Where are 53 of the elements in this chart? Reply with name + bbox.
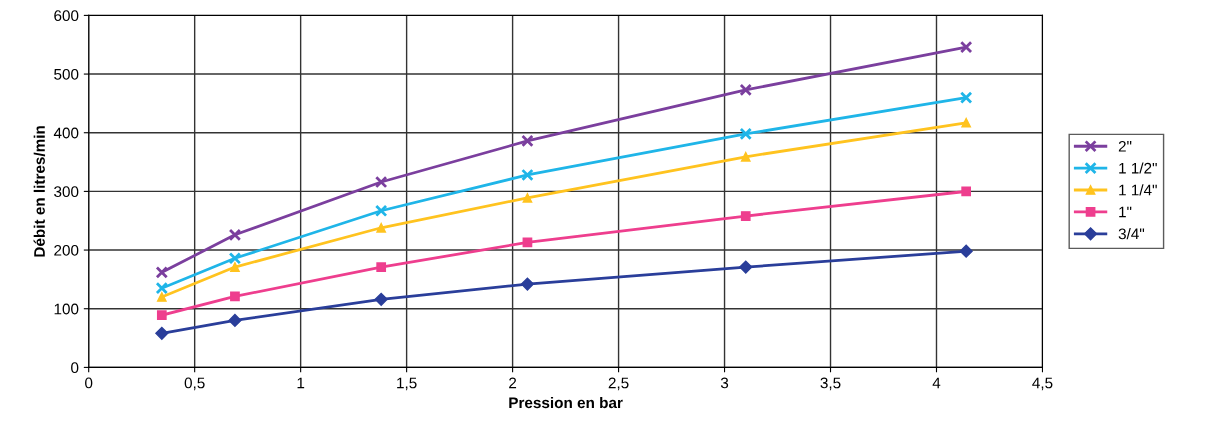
legend-label: 3/4" [1118, 228, 1145, 240]
y-tick-label: 600 [54, 10, 79, 22]
x-tick-label: 2,5 [608, 377, 629, 391]
point [961, 186, 972, 197]
y-tick-label: 400 [53, 127, 79, 139]
point [374, 175, 388, 189]
x-tick-label: 4,5 [1032, 377, 1053, 391]
point [521, 134, 534, 148]
point [521, 168, 534, 182]
point [228, 228, 242, 242]
point [228, 252, 242, 265]
x-tick-label: 3 [720, 377, 729, 389]
point [961, 117, 972, 128]
x-axis-title: Pression en bar [509, 396, 623, 409]
y-tick-label: 200 [54, 244, 79, 256]
point [959, 40, 973, 54]
point [959, 91, 973, 104]
point [155, 281, 169, 295]
x-tick-label: 3,5 [820, 377, 841, 391]
point [740, 151, 751, 162]
point [740, 211, 751, 221]
y-axis-title: Débit en litres/min [33, 126, 46, 257]
y-tick-label: 0 [71, 362, 79, 374]
point [739, 83, 752, 97]
legend-label: 2" [1118, 140, 1132, 152]
point [374, 292, 388, 306]
point [230, 262, 240, 272]
point [520, 277, 535, 291]
point [376, 222, 387, 233]
point [959, 244, 973, 258]
point [228, 313, 242, 328]
x-tick-label: 4 [932, 377, 941, 389]
x-tick-label: 1 [297, 377, 305, 389]
point [230, 291, 240, 302]
point [155, 266, 169, 279]
x-tick-label: 1,5 [397, 377, 417, 391]
point [522, 192, 533, 203]
y-tick-label: 300 [54, 186, 79, 198]
point [156, 292, 167, 302]
legend-label: 1" [1119, 206, 1132, 218]
y-tick-label: 500 [54, 68, 79, 80]
x-tick-label: 2 [509, 377, 517, 389]
point [376, 262, 387, 272]
point [739, 260, 753, 274]
point [374, 204, 388, 218]
legend-label: 1 1/2" [1119, 162, 1157, 174]
point [155, 326, 169, 340]
point [739, 127, 752, 141]
x-tick-label: 0 [85, 377, 93, 389]
x-tick-label: 0,5 [184, 377, 205, 391]
point [156, 310, 167, 321]
y-tick-label: 100 [54, 303, 79, 315]
legend-label: 1 1/4" [1119, 184, 1157, 196]
